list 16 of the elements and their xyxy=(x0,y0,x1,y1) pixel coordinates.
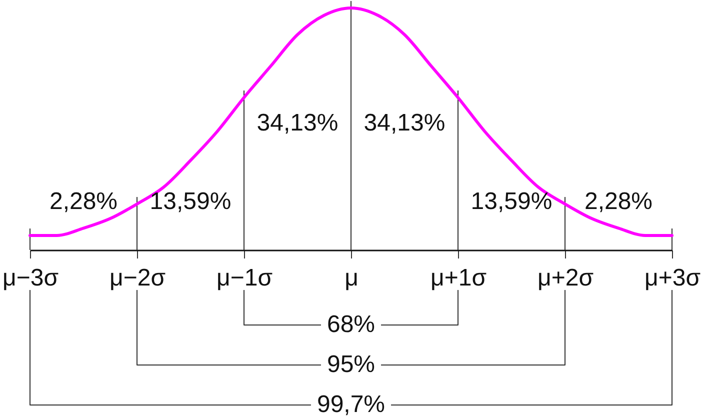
x-tick-label: μ+1σ xyxy=(430,264,487,292)
annotation: 34,13% xyxy=(364,109,446,136)
x-tick-label: μ−3σ xyxy=(2,264,59,292)
x-tick-label: μ−1σ xyxy=(216,264,273,292)
x-tick-label: μ xyxy=(344,264,358,292)
text: 99,7% xyxy=(316,391,386,416)
annotation: 2,28% xyxy=(49,188,118,215)
annotation: 13,59% xyxy=(470,188,552,215)
x-tick-label: μ+3σ xyxy=(644,264,701,292)
text: 95% xyxy=(326,351,376,378)
x-tick-label: μ−2σ xyxy=(109,264,166,292)
text: 68% xyxy=(326,311,376,338)
annotation: 13,59% xyxy=(150,188,232,215)
annotation: 34,13% xyxy=(256,109,338,136)
annotation: 2,28% xyxy=(584,188,653,215)
x-tick-label: μ+2σ xyxy=(537,264,594,292)
